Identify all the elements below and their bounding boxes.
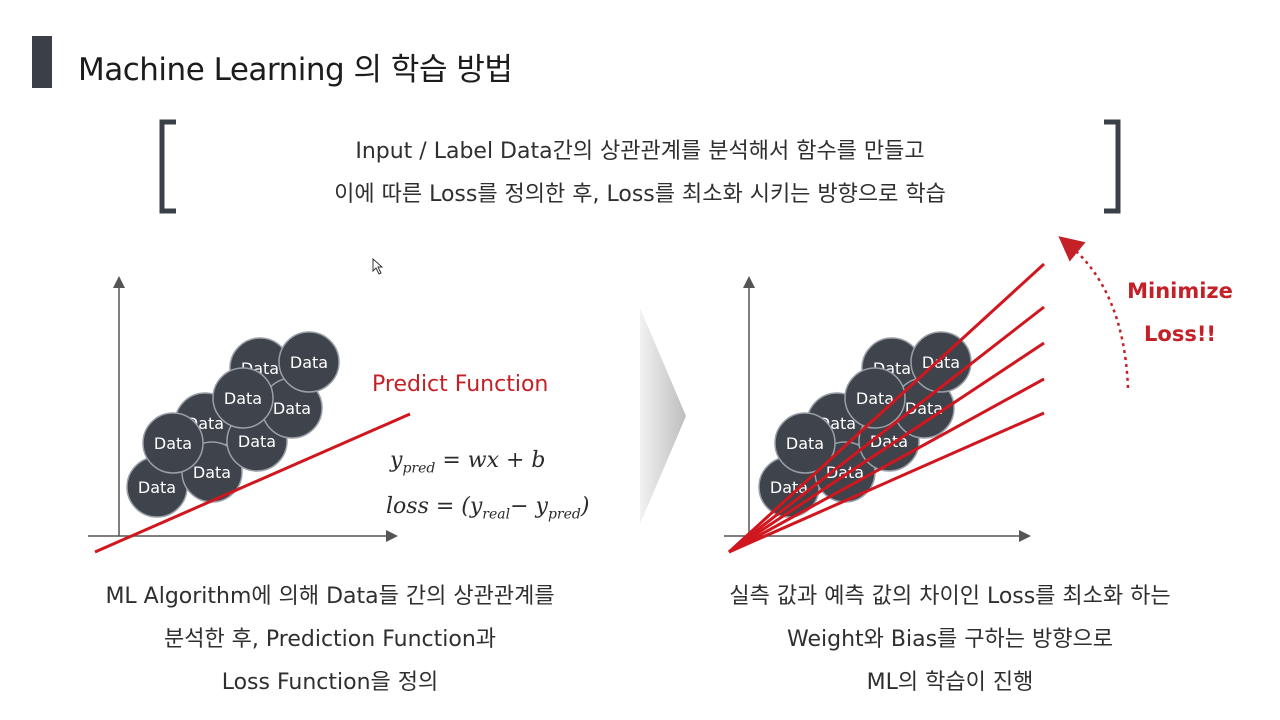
summary-box: Input / Label Data간의 상관관계를 분석해서 함수를 만들고 …: [240, 130, 1040, 216]
formula2-pre: loss = (y: [386, 494, 483, 519]
bubble-label-l3: Data: [193, 463, 231, 482]
formula1-sub: pred: [402, 460, 436, 477]
predict-function-label: Predict Function: [372, 372, 549, 397]
data-bubble: Data: [893, 377, 955, 439]
predict-function-line: [94, 412, 411, 554]
title-accent-bar: [32, 36, 52, 88]
formula1-y: y: [390, 448, 403, 473]
summary-line-1: Input / Label Data간의 상관관계를 분석해서 함수를 만들고: [355, 139, 925, 164]
formula2-sub2: pred: [547, 506, 581, 523]
formula2-mid: − y: [510, 494, 548, 519]
data-bubble: Data: [844, 367, 906, 429]
minimize-line-1: Minimize: [1127, 279, 1233, 303]
bubble-label-l1: Data: [138, 478, 176, 497]
transition-arrow: [640, 308, 686, 524]
left-bracket: [159, 119, 176, 214]
candidate-line: [728, 377, 1045, 554]
candidate-lines: [727, 262, 1046, 554]
bubble-label-l4: Data: [154, 434, 192, 453]
prediction-formula: ypred = wx + b: [390, 448, 546, 476]
right-bracket: [1104, 119, 1121, 214]
summary-line-2: 이에 따른 Loss를 정의한 후, Loss를 최소화 시키는 방향으로 학습: [334, 182, 946, 207]
bubble-label-r4: Data: [786, 434, 824, 453]
bubble-label-l5: Data: [238, 432, 276, 451]
bubble-label-l7: Data: [273, 399, 311, 418]
right-caption-line-3: ML의 학습이 진행: [866, 670, 1034, 695]
bubble-label-r8: Data: [856, 389, 894, 408]
minimize-line-2: Loss!!: [1144, 322, 1216, 346]
loss-formula: loss = (yreal− ypred): [386, 494, 589, 522]
candidate-line: [728, 411, 1045, 554]
bubble-label-r7: Data: [905, 399, 943, 418]
left-data-bubbles: Data Data Data Data Data Data Data Data …: [126, 331, 340, 518]
right-caption-line-1: 실측 값과 예측 값의 차이인 Loss를 최소화 하는: [729, 584, 1171, 609]
bubble-label-r1: Data: [770, 478, 808, 497]
data-bubble: Data: [212, 367, 274, 429]
right-caption-line-2: Weight와 Bias를 구하는 방향으로: [787, 627, 1113, 652]
bubble-label-r5: Data: [870, 432, 908, 451]
candidate-line: [728, 341, 1045, 554]
bubble-label-l9: Data: [290, 353, 328, 372]
formula2-sub1: real: [482, 506, 511, 523]
page-title: Machine Learning 의 학습 방법: [78, 52, 513, 88]
data-bubble: Data: [278, 331, 340, 393]
left-caption-line-1: ML Algorithm에 의해 Data들 간의 상관관계를: [105, 584, 555, 609]
left-caption-line-3: Loss Function을 정의: [221, 670, 439, 695]
bubble-label-l8: Data: [224, 389, 262, 408]
candidate-line: [727, 262, 1046, 554]
right-caption: 실측 값과 예측 값의 차이인 Loss를 최소화 하는 Weight와 Bia…: [650, 575, 1250, 704]
minimize-arrow: [1058, 236, 1130, 389]
mouse-cursor-icon: [372, 258, 384, 275]
formula1-rest: = wx + b: [435, 448, 546, 473]
left-caption-line-2: 분석한 후, Prediction Function과: [163, 627, 497, 652]
data-bubble: Data: [261, 377, 323, 439]
data-bubble: Data: [774, 412, 836, 474]
candidate-line: [728, 305, 1045, 554]
minimize-loss-label: Minimize Loss!!: [1120, 270, 1240, 356]
left-caption: ML Algorithm에 의해 Data들 간의 상관관계를 분석한 후, P…: [30, 575, 630, 704]
formula2-post: ): [580, 494, 590, 519]
data-bubble: Data: [142, 412, 204, 474]
